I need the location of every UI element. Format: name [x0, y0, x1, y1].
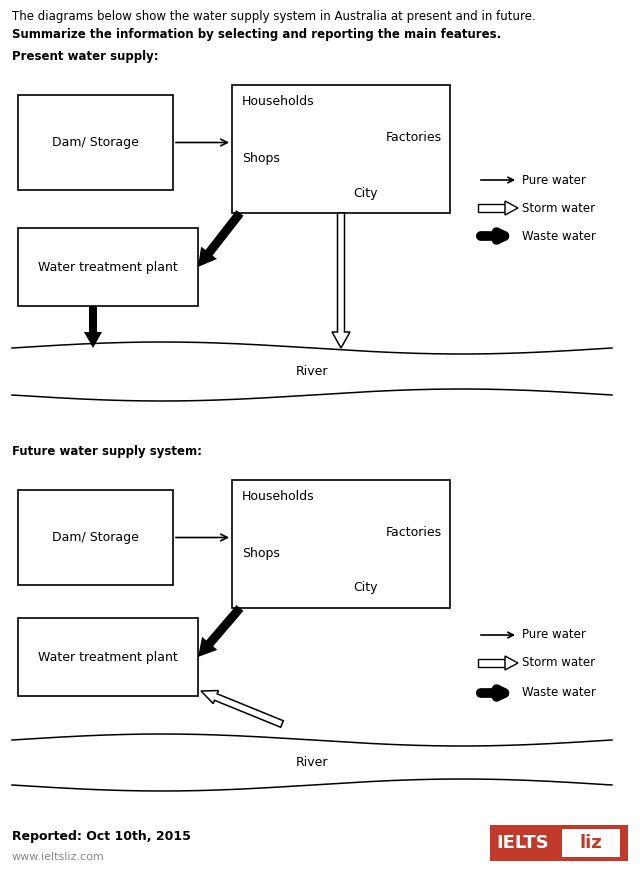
- Polygon shape: [505, 656, 518, 670]
- Text: City: City: [354, 582, 378, 595]
- Text: Households: Households: [242, 489, 315, 503]
- Bar: [18, 490, 173, 585]
- Text: Future water supply system:: Future water supply system:: [12, 445, 202, 458]
- Text: liz: liz: [580, 834, 602, 852]
- Bar: [562, 829, 620, 857]
- Text: Summarize the information by selecting and reporting the main features.: Summarize the information by selecting a…: [12, 28, 501, 41]
- Text: City: City: [354, 186, 378, 200]
- Text: Pure water: Pure water: [522, 174, 586, 186]
- Bar: [232, 85, 450, 213]
- Text: River: River: [296, 365, 328, 378]
- Polygon shape: [84, 306, 102, 348]
- Text: IELTS: IELTS: [496, 834, 548, 852]
- Bar: [18, 228, 198, 306]
- Text: Water treatment plant: Water treatment plant: [38, 650, 178, 664]
- Text: Storm water: Storm water: [522, 657, 595, 669]
- Polygon shape: [201, 691, 284, 728]
- Text: Factories: Factories: [386, 131, 442, 143]
- Text: Water treatment plant: Water treatment plant: [38, 261, 178, 273]
- Text: Dam/ Storage: Dam/ Storage: [52, 531, 139, 544]
- Text: River: River: [296, 756, 328, 769]
- Text: Storm water: Storm water: [522, 202, 595, 214]
- Polygon shape: [198, 211, 244, 267]
- Bar: [478, 204, 505, 212]
- Text: www.ieltsliz.com: www.ieltsliz.com: [12, 852, 105, 862]
- Text: Households: Households: [242, 94, 315, 108]
- Text: Present water supply:: Present water supply:: [12, 50, 159, 63]
- Bar: [232, 480, 450, 608]
- Text: Factories: Factories: [386, 525, 442, 538]
- Text: Waste water: Waste water: [522, 686, 596, 700]
- Text: Shops: Shops: [242, 151, 280, 165]
- Text: Reported: Oct 10th, 2015: Reported: Oct 10th, 2015: [12, 830, 191, 843]
- Bar: [18, 618, 198, 696]
- Text: Waste water: Waste water: [522, 229, 596, 243]
- Polygon shape: [505, 201, 518, 215]
- Text: Shops: Shops: [242, 547, 280, 559]
- Bar: [478, 659, 505, 667]
- Polygon shape: [332, 213, 350, 348]
- Text: Dam/ Storage: Dam/ Storage: [52, 136, 139, 149]
- Text: Pure water: Pure water: [522, 628, 586, 642]
- Bar: [490, 825, 628, 861]
- Bar: [18, 95, 173, 190]
- Polygon shape: [198, 605, 243, 657]
- Text: The diagrams below show the water supply system in Australia at present and in f: The diagrams below show the water supply…: [12, 10, 536, 23]
